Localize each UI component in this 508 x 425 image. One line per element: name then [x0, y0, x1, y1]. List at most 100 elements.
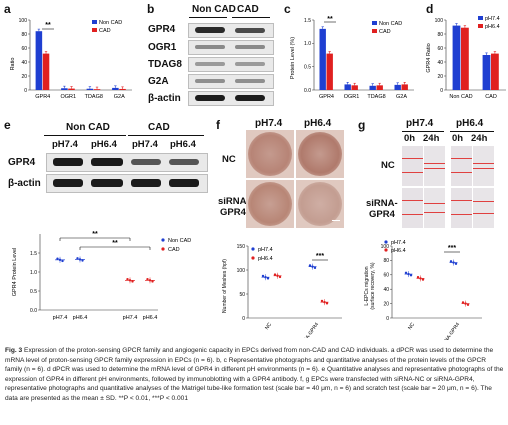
- panel-d-legend-74-swatch: [478, 16, 483, 20]
- category-label: Non CAD: [449, 94, 472, 100]
- y-tick-label: 80: [383, 258, 389, 264]
- panel-g-image-nc-74-24h: [424, 146, 445, 186]
- panel-f-col-74: pH7.4: [255, 118, 283, 129]
- data-point: [466, 303, 470, 306]
- bar: [452, 25, 461, 90]
- data-point: [449, 260, 453, 263]
- y-tick-label: 0.5: [304, 64, 311, 70]
- panel-b-row-g2a: G2A: [148, 76, 169, 87]
- panel-f-row-si-2: GPR4: [220, 207, 246, 218]
- data-point: [273, 273, 277, 276]
- panel-a-legend-noncad: Non CAD: [99, 20, 122, 26]
- category-label: pH6.4: [143, 315, 158, 321]
- data-point: [404, 271, 408, 275]
- category-label: pH7.4: [53, 315, 68, 321]
- bar: [482, 55, 491, 90]
- data-point: [126, 278, 129, 281]
- panel-e-ph-2: pH6.4: [91, 139, 117, 150]
- bar: [394, 84, 401, 90]
- bar: [401, 84, 408, 90]
- y-tick-label: 0: [242, 316, 245, 322]
- panel-a-legend-cad-swatch: [92, 28, 97, 32]
- panel-c-legend-noncad-swatch: [372, 21, 377, 25]
- panel-f-image-si-64: [296, 180, 344, 228]
- panel-g-row-si-2: GPR4: [369, 209, 395, 220]
- panel-e-yticks: 0.0 0.5 1.0 1.5: [30, 251, 40, 314]
- panel-b-group-noncad: Non CAD: [192, 4, 236, 15]
- panel-f-row-si-1: siRNA-: [218, 196, 250, 207]
- y-tick-label: 20: [383, 301, 389, 307]
- panel-g-image-nc-74-0h: [402, 146, 423, 186]
- panel-c-legend-noncad: Non CAD: [379, 21, 402, 27]
- panel-g-row-nc: NC: [381, 160, 395, 171]
- data-point: [323, 300, 326, 304]
- y-tick-label: 100: [237, 268, 246, 274]
- panel-d-legend-64: pH6.4: [485, 24, 500, 30]
- panel-g-image-si-74-24h: [424, 188, 445, 228]
- panel-g-chart: L-EPCs migration (surface recovery, %) 0…: [364, 240, 482, 340]
- panel-d-ylabel: GPR4 Ratio: [426, 43, 432, 72]
- data-point: [421, 278, 425, 281]
- bar: [319, 28, 326, 90]
- panel-g-yticks: 0 20 40 60 80 100: [381, 244, 392, 322]
- panel-e-group-cad: CAD: [148, 122, 170, 133]
- data-point: [320, 299, 324, 303]
- data-point: [407, 272, 410, 276]
- y-tick-label: 20: [21, 74, 27, 80]
- panel-g-sig: ***: [448, 245, 456, 252]
- y-tick-label: 100: [381, 244, 390, 250]
- data-point: [61, 259, 64, 263]
- category-label: NC: [407, 321, 416, 331]
- bar: [42, 53, 50, 90]
- category-label: pH7.4: [123, 315, 138, 321]
- panel-a-legend-noncad-swatch: [92, 20, 97, 24]
- bar: [461, 27, 469, 90]
- panel-a-categories: GPR4 OGR1 TDAG8 G2A: [35, 94, 125, 100]
- y-tick-label: 0.0: [30, 308, 37, 314]
- data-point: [151, 280, 154, 283]
- panel-e-row-gpr4: GPR4: [8, 157, 36, 168]
- panel-g-time-4: 24h: [471, 133, 488, 144]
- panel-c-legend-cad-swatch: [372, 29, 377, 33]
- panel-c-sig: **: [327, 16, 333, 23]
- y-tick-label: 20: [437, 74, 443, 80]
- panel-f-image-si-74: [246, 180, 294, 228]
- bar: [68, 88, 75, 90]
- bar: [61, 88, 68, 90]
- data-point: [261, 274, 265, 278]
- panel-d-legend-64-swatch: [478, 24, 483, 28]
- y-tick-label: 1.5: [304, 18, 311, 24]
- data-point: [308, 264, 312, 267]
- panel-e-ph-4: pH6.4: [170, 139, 196, 150]
- data-point: [325, 302, 329, 305]
- category-label: G2A: [396, 94, 407, 100]
- caption-fig-label: Fig. 3: [5, 347, 23, 354]
- data-point: [78, 258, 82, 261]
- data-point: [56, 257, 59, 260]
- panel-e-chart: GPR4 Protein Level 0.0 0.5 1.0 1.5 pH7.4 pH6…: [12, 231, 191, 321]
- category-label: TDAG8: [85, 94, 103, 100]
- panel-b-row-ogr1: OGR1: [148, 42, 177, 53]
- category-label: siRNA-GPR4: [439, 322, 461, 340]
- data-point: [461, 301, 465, 304]
- y-tick-label: 60: [437, 46, 443, 52]
- y-tick-label: 80: [21, 32, 27, 38]
- y-tick-label: 80: [437, 32, 443, 38]
- panel-g-time-3: 0h: [452, 133, 464, 144]
- panel-b-blot-tdag8: [188, 57, 274, 72]
- data-point: [131, 280, 134, 283]
- data-point: [81, 259, 84, 262]
- y-tick-label: 100: [19, 18, 28, 24]
- panel-g-image-si-64-24h: [473, 188, 494, 228]
- panel-c-categories: GPR4 OGR1 TDAG8 G2A: [319, 94, 407, 100]
- panel-e-legend-noncad-marker: [161, 238, 165, 242]
- panel-f-points: [261, 263, 329, 306]
- panel-g-image-nc-64-24h: [473, 146, 494, 186]
- panel-b-blot-g2a: [188, 74, 274, 89]
- panel-f-legend-74-marker: [251, 247, 255, 251]
- bar: [119, 88, 126, 90]
- panel-d-chart: GPR4 Ratio 0 20 40 60 80 100 Non CAD CAD pH7.4…: [426, 16, 506, 100]
- panel-b-group-cad: CAD: [237, 4, 259, 15]
- panel-b-label: b: [147, 2, 155, 16]
- panel-b-blot-ogr1: [188, 40, 274, 55]
